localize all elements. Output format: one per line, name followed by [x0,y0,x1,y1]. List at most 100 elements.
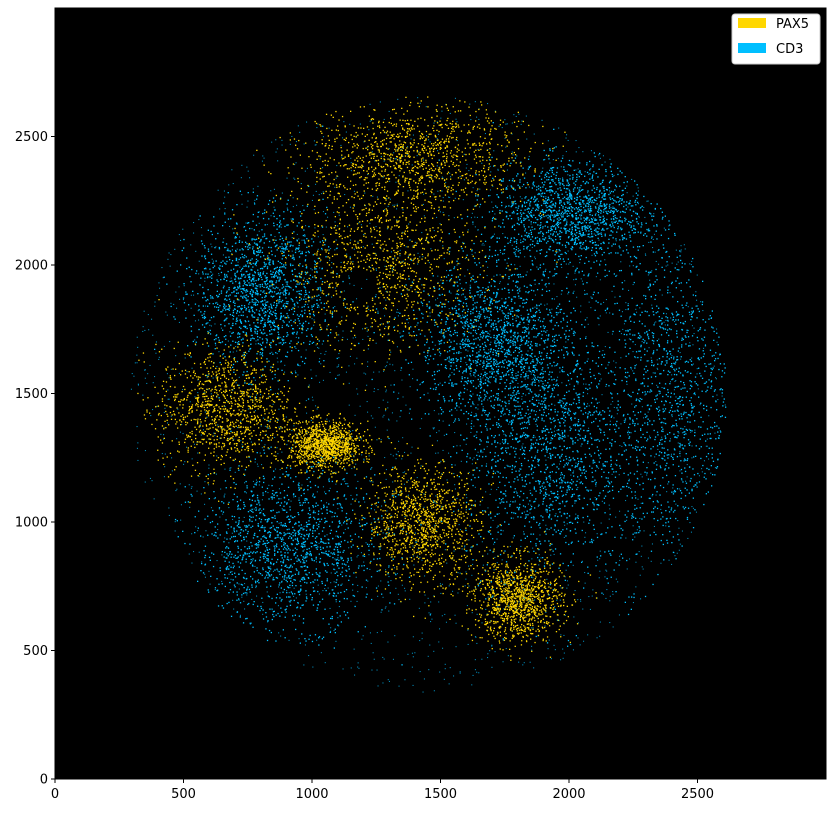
point-cd3 [554,524,556,526]
point-cd3 [286,577,288,579]
point-cd3 [466,305,468,307]
point-cd3 [579,467,581,469]
point-cd3 [563,412,566,414]
point-cd3 [514,341,516,343]
point-cd3 [585,486,587,489]
point-cd3 [418,309,421,311]
point-cd3 [497,342,499,344]
point-cd3 [570,542,572,544]
point-cd3 [482,308,485,310]
point-cd3 [517,413,519,415]
point-cd3 [674,386,676,388]
point-cd3 [504,493,506,495]
point-cd3 [511,380,513,382]
point-cd3 [345,589,348,591]
point-cd3 [528,421,530,423]
point-cd3 [557,497,559,500]
point-cd3 [407,362,410,364]
point-cd3 [484,240,487,242]
point-cd3 [267,560,270,562]
point-cd3 [492,363,495,365]
point-cd3 [512,280,514,282]
point-cd3 [612,313,614,315]
point-cd3 [442,396,445,398]
point-cd3 [557,356,560,358]
point-cd3 [502,341,504,343]
point-cd3 [521,368,523,371]
point-cd3 [341,571,343,573]
point-cd3 [640,436,642,438]
point-cd3 [551,365,553,367]
point-cd3 [291,566,293,568]
point-cd3 [526,535,528,538]
point-cd3 [266,560,268,562]
point-cd3 [453,340,455,342]
point-cd3 [550,437,552,439]
point-cd3 [507,353,510,355]
point-cd3 [518,470,520,472]
point-cd3 [411,281,414,283]
point-cd3 [512,438,514,440]
point-cd3 [460,317,462,319]
point-cd3 [707,433,709,435]
point-cd3 [686,516,689,519]
point-cd3 [589,465,591,467]
point-cd3 [241,584,244,586]
point-cd3 [513,491,515,493]
point-cd3 [519,405,521,407]
point-cd3 [297,602,299,604]
point-cd3 [338,544,340,546]
point-cd3 [268,531,270,533]
point-cd3 [723,398,725,400]
point-cd3 [460,409,462,411]
point-cd3 [445,330,447,332]
point-cd3 [486,384,489,386]
point-cd3 [553,446,555,449]
point-cd3 [276,491,278,494]
point-cd3 [706,428,709,430]
point-cd3 [538,481,540,483]
point-cd3 [176,520,178,522]
point-cd3 [317,518,319,520]
point-cd3 [643,234,645,236]
point-cd3 [245,526,247,528]
point-cd3 [717,344,719,346]
point-cd3 [519,503,521,506]
point-cd3 [558,438,560,440]
point-cd3 [676,356,678,358]
point-cd3 [522,302,524,304]
point-cd3 [571,342,573,344]
point-cd3 [685,428,687,431]
point-cd3 [321,541,323,543]
point-cd3 [219,570,221,572]
point-cd3 [712,327,714,329]
point-cd3 [316,528,318,530]
point-cd3 [254,500,256,502]
point-cd3 [587,515,589,518]
point-cd3 [605,563,607,565]
point-cd3 [276,577,279,579]
point-cd3 [350,522,352,524]
point-cd3 [580,469,582,471]
point-cd3 [255,484,257,486]
point-cd3 [498,340,500,342]
point-cd3 [474,302,476,304]
point-cd3 [524,343,526,345]
point-cd3 [458,370,460,372]
point-cd3 [628,437,630,439]
point-cd3 [491,435,493,437]
point-cd3 [285,611,287,613]
point-cd3 [654,401,656,403]
point-cd3 [523,434,526,437]
point-cd3 [266,547,268,549]
point-cd3 [263,481,265,484]
point-cd3 [667,374,669,376]
point-cd3 [559,434,561,437]
point-cd3 [653,324,655,326]
point-cd3 [718,336,720,338]
point-cd3 [506,367,508,369]
point-cd3 [680,478,683,480]
point-cd3 [267,595,269,597]
point-cd3 [507,317,510,319]
point-cd3 [326,553,328,556]
